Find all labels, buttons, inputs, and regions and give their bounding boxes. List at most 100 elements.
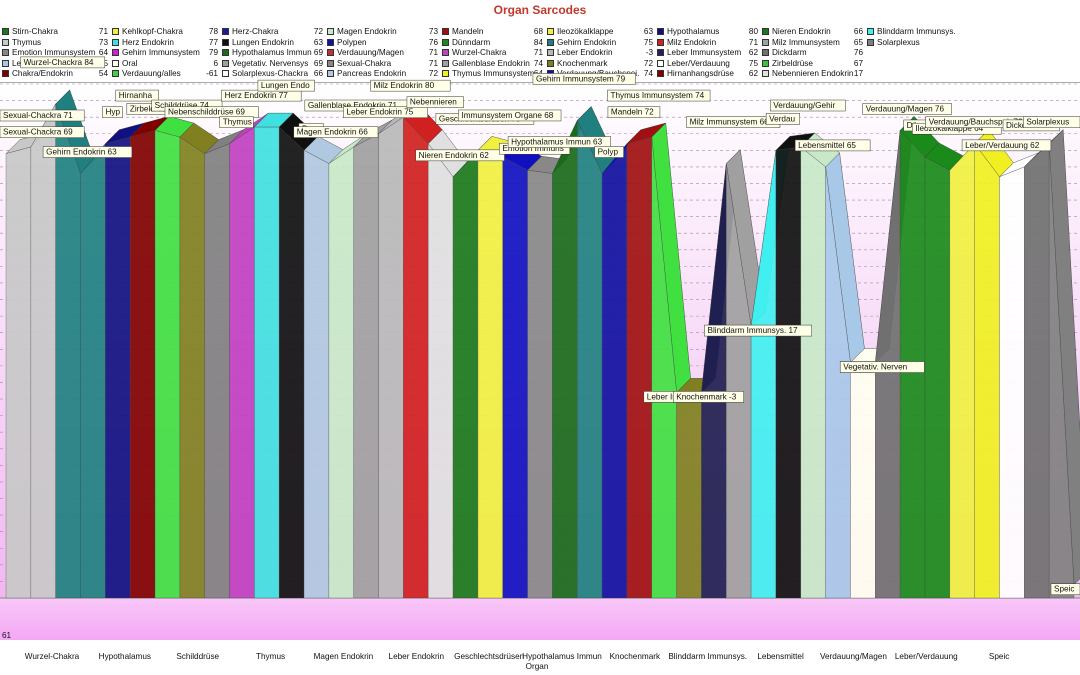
- legend-item: Dünndarm: [442, 38, 490, 48]
- legend-item: Blinddarm Immunsys.: [867, 27, 956, 37]
- ribbon-face: [403, 116, 429, 599]
- legend-swatch: [547, 38, 554, 46]
- legend-label: Dickdarm: [772, 48, 807, 57]
- legend-label: Nieren Endokrin: [772, 27, 831, 36]
- ribbon-face: [154, 130, 181, 599]
- data-label: Wurzel-Chackra 84: [24, 58, 94, 67]
- legend-label: Herz Endokrin: [122, 37, 174, 47]
- legend-value: 68: [533, 27, 543, 36]
- ribbon-face: [80, 143, 106, 599]
- data-label: Emotion Immuns: [502, 144, 563, 153]
- legend-value: 64: [98, 48, 108, 57]
- legend-item: Hypothalamus Immun: [222, 48, 312, 58]
- data-label: Hypothalamus Immun 63: [511, 138, 602, 147]
- x-tick-label: Leber Endokrin: [388, 652, 445, 661]
- legend-item: Kehlkopf-Chakra: [112, 27, 183, 37]
- legend-value: 17: [853, 69, 863, 78]
- ribbon-face: [229, 126, 255, 599]
- ribbon-face: [254, 126, 280, 599]
- legend-item: Verdauung/Magen: [327, 48, 404, 58]
- legend-value: 66: [853, 27, 863, 36]
- data-label: Nieren Endokrin 62: [419, 151, 490, 160]
- data-label: Nebennieren: [410, 98, 457, 107]
- legend-swatch: [2, 70, 9, 77]
- legend-item: Hirnanhangsdrüse: [657, 69, 734, 79]
- legend-swatch: [547, 49, 554, 56]
- legend-swatch: [442, 59, 449, 67]
- ribbon-face: [204, 143, 230, 599]
- legend-value: 71: [533, 48, 543, 57]
- x-tick-label: Magen Endokrin: [313, 652, 374, 661]
- data-label: Polyp: [598, 148, 619, 157]
- x-tick-label: Geschlechtsdrüsen: [454, 652, 525, 661]
- data-label-box: [257, 79, 315, 92]
- legend-label: Pancreas Endokrin: [337, 69, 407, 78]
- legend-item: Leber Endokrin: [547, 48, 613, 58]
- legend-value: 76: [853, 48, 863, 57]
- ribbon-face: [577, 120, 603, 599]
- data-label-box: [770, 99, 846, 112]
- legend-label: Emotion Immunsystem: [12, 48, 96, 57]
- data-label-box: [1023, 116, 1080, 128]
- legend-item: Magen Endokrin: [327, 27, 397, 37]
- legend-swatch: [112, 38, 119, 46]
- legend-item: Lungen Endokrin: [222, 38, 294, 48]
- legend-value: 66: [313, 69, 323, 78]
- legend-value: 74: [533, 58, 543, 68]
- data-label-box: [115, 89, 159, 102]
- ribbon-face: [428, 143, 454, 599]
- legend-swatch: [547, 59, 554, 67]
- legend-label: Lungen Endokrin: [232, 37, 294, 47]
- legend-value: 71: [748, 37, 758, 47]
- data-label: Gallenblase Endokrin 71: [308, 101, 398, 110]
- legend-value: 54: [98, 69, 108, 78]
- legend-value: 73: [428, 27, 438, 36]
- data-label: Sexual-Chackra 69: [3, 128, 73, 137]
- ribbon-face: [949, 143, 975, 599]
- data-label-box: [1050, 583, 1080, 595]
- legend-label: Knochenmark: [557, 58, 608, 68]
- ribbon-face: [130, 130, 156, 599]
- data-label: Lebensmittel 65: [798, 141, 856, 150]
- x-tick-label: Schilddrüse: [176, 652, 220, 661]
- ribbon-face: [999, 166, 1025, 599]
- ribbon-face: [452, 149, 479, 599]
- legend-value: 75: [643, 37, 653, 47]
- legend-value: 72: [428, 69, 438, 78]
- legend-label: Gallenblase Endokrin: [452, 58, 530, 68]
- legend-item: Sexual-Chakra: [327, 59, 391, 69]
- data-label: Verdau: [769, 114, 795, 123]
- legend-value: 71: [428, 58, 438, 68]
- legend-label: Solarplexus: [877, 37, 920, 47]
- ribbon-face: [527, 170, 553, 599]
- data-label-box: [343, 106, 428, 118]
- legend-swatch: [2, 28, 9, 35]
- legend-value: 72: [643, 58, 653, 68]
- legend-swatch: [762, 38, 769, 46]
- data-label-box: [20, 56, 106, 69]
- legend-item: Hypothalamus: [657, 27, 719, 37]
- legend-item: Thymus: [2, 38, 41, 48]
- data-label: Vegetativ. Nerven: [843, 363, 907, 372]
- legend-swatch: [222, 49, 229, 56]
- ribbon-face: [477, 150, 503, 599]
- data-label: Hyp: [105, 108, 120, 117]
- ribbon-face: [179, 136, 205, 599]
- left-value-label: 61: [2, 631, 12, 640]
- ribbon-face: [378, 116, 404, 599]
- legend-label: Milz Immunsystem: [772, 37, 840, 47]
- ribbon-face: [5, 146, 31, 599]
- data-label-box: [219, 116, 254, 128]
- legend-item: Zirbeldrüse: [762, 59, 813, 69]
- legend-label: Chakra/Endokrin: [12, 69, 73, 78]
- legend-swatch: [327, 28, 334, 35]
- ribbon-face: [328, 146, 354, 599]
- legend-value: 74: [643, 69, 653, 78]
- ribbon-face: [974, 143, 1000, 599]
- legend-value: 73: [98, 37, 108, 47]
- data-label: Thymus: [223, 118, 252, 127]
- legend-item: Nebennieren Endokrin: [762, 69, 853, 79]
- legend-item: Knochenmark: [547, 59, 608, 69]
- legend-swatch: [2, 38, 9, 46]
